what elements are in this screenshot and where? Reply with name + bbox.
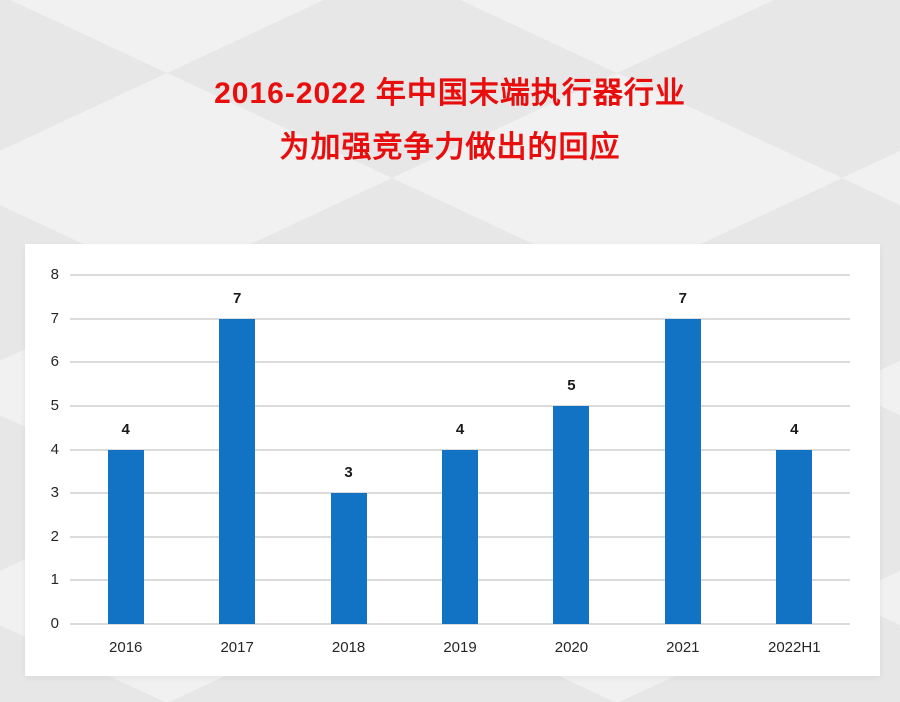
bar-value-label: 7 [232,289,242,307]
gridline [70,404,850,407]
x-axis-category-label: 2018 [331,639,366,656]
bar-2022H1 [776,449,813,624]
x-axis-category-label: 2022H1 [768,639,821,656]
gridline [70,623,850,625]
y-axis-tick-label: 7 [50,309,59,327]
y-axis-tick-label: 2 [50,527,59,545]
bar-value-label: 7 [678,289,688,307]
y-axis-tick-label: 4 [50,440,59,458]
y-axis-tick-label: 5 [50,396,59,414]
y-axis-tick-label: 1 [50,571,59,589]
gridline [70,274,850,276]
bar-value-label: 4 [455,420,465,438]
bar-2021 [664,318,701,624]
gridline [70,361,850,364]
chart-panel: 0 1 2 3 4 5 6 7 8 4 2016 7 2017 3 2018 4 2019 5 2020 7 2021 4… [25,244,880,676]
x-axis-category-label: 2019 [443,639,477,656]
x-axis-category-label: 2020 [554,639,589,656]
bar-2019 [442,449,478,624]
chart-title-line1: 2016-2022 年中国末端执行器行业 [214,77,686,110]
bar-value-label: 5 [567,376,576,394]
bar-value-label: 4 [790,420,799,438]
bar-2017 [219,318,256,624]
bar-2020 [553,405,590,624]
chart-title-line2: 为加强竞争力做出的回应 [279,131,621,164]
gridline [70,317,850,320]
bar-2016 [107,449,144,624]
y-axis-tick-label: 0 [50,615,59,632]
x-axis-category-label: 2016 [109,639,143,656]
bar-value-label: 4 [121,420,130,438]
x-axis-category-label: 2021 [666,639,700,656]
bar-value-label: 3 [344,464,353,482]
x-axis-category-label: 2017 [220,639,254,656]
bar-2018 [330,493,367,624]
y-axis-tick-label: 8 [50,266,59,283]
y-axis-tick-label: 3 [50,484,59,502]
y-axis-tick-label: 6 [50,353,59,371]
